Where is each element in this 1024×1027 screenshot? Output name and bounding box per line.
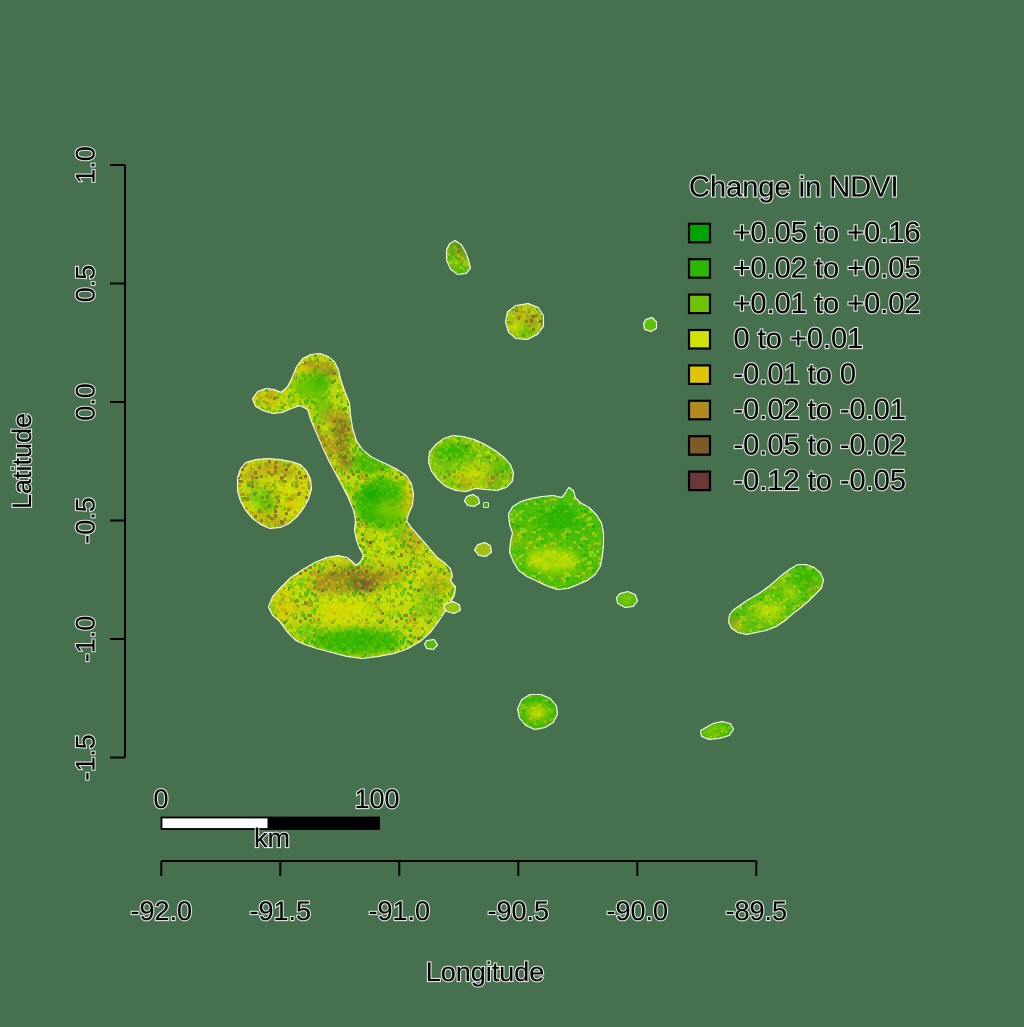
svg-text:0.0: 0.0: [71, 383, 101, 421]
svg-text:1.0: 1.0: [71, 146, 101, 184]
svg-text:km: km: [254, 823, 290, 853]
svg-text:-0.5: -0.5: [71, 497, 101, 544]
svg-text:-0.12 to -0.05: -0.12 to -0.05: [734, 465, 907, 497]
svg-text:Change in NDVI: Change in NDVI: [689, 172, 899, 204]
svg-text:-92.0: -92.0: [131, 896, 193, 926]
svg-text:-1.0: -1.0: [71, 616, 101, 663]
svg-text:-0.02 to -0.01: -0.02 to -0.01: [734, 394, 907, 426]
svg-text:+0.05 to +0.16: +0.05 to +0.16: [734, 217, 921, 249]
svg-text:+0.01 to +0.02: +0.01 to +0.02: [734, 288, 921, 320]
svg-text:0: 0: [153, 784, 168, 814]
svg-text:Longitude: Longitude: [426, 957, 545, 987]
svg-text:0.5: 0.5: [71, 265, 101, 303]
svg-text:-91.5: -91.5: [250, 896, 312, 926]
svg-text:-89.5: -89.5: [726, 896, 788, 926]
svg-text:-90.0: -90.0: [607, 896, 669, 926]
svg-text:-1.5: -1.5: [71, 734, 101, 781]
svg-text:Latitude: Latitude: [7, 413, 37, 509]
svg-text:-0.05 to -0.02: -0.05 to -0.02: [734, 429, 907, 461]
svg-text:0 to +0.01: 0 to +0.01: [734, 323, 864, 355]
svg-text:-90.5: -90.5: [488, 896, 550, 926]
svg-text:100: 100: [354, 784, 399, 814]
svg-text:+0.02 to +0.05: +0.02 to +0.05: [734, 252, 921, 284]
svg-text:-91.0: -91.0: [369, 896, 431, 926]
svg-text:-0.01 to 0: -0.01 to 0: [734, 359, 857, 391]
